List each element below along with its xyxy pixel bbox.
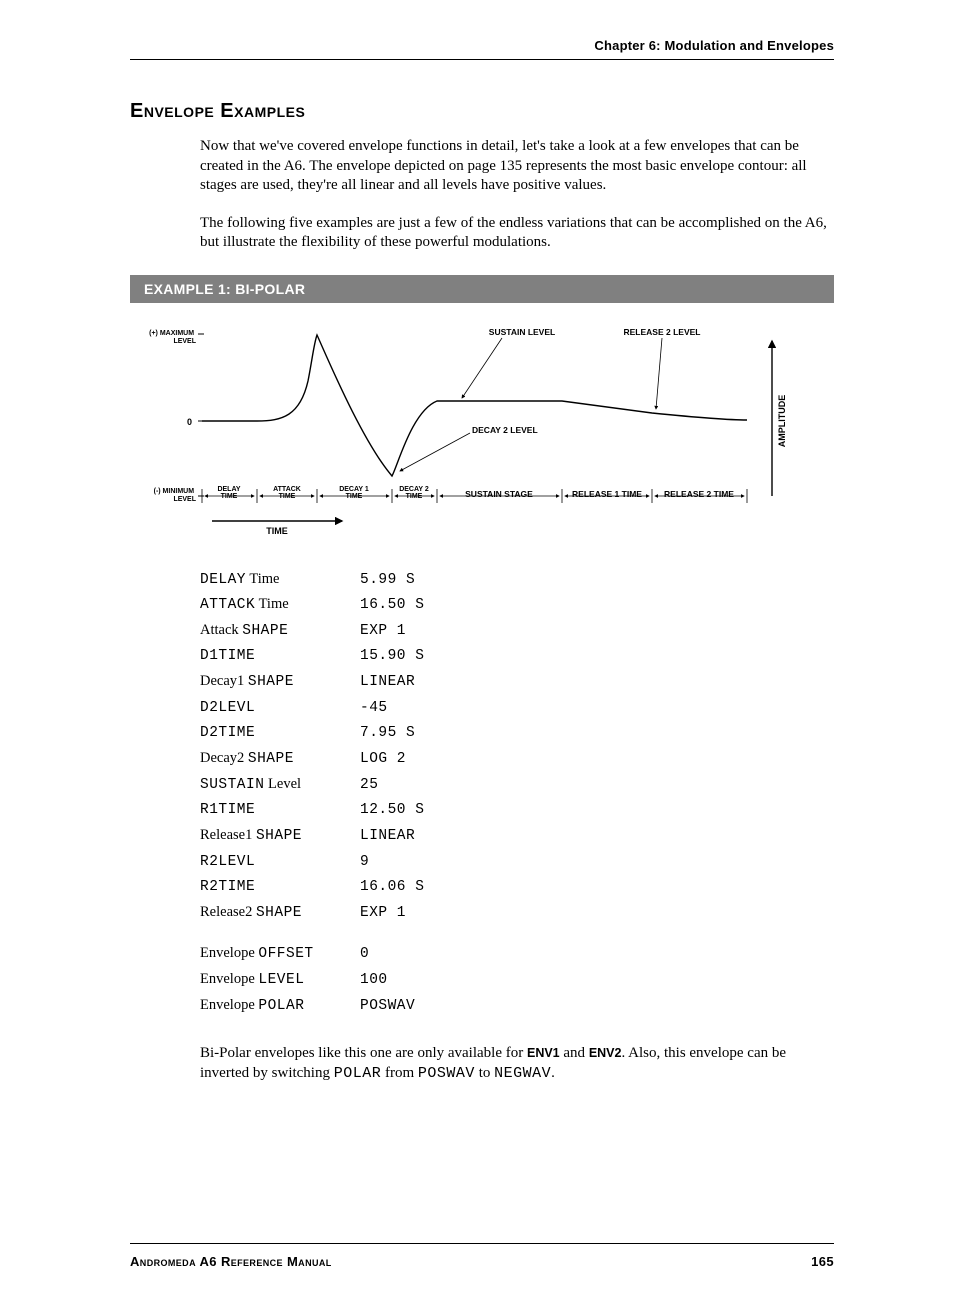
param-value: 100	[360, 967, 424, 993]
param-name: D1TIME	[200, 643, 360, 669]
param-row: SUSTAIN Level25	[200, 772, 424, 798]
footer-title: Andromeda A6 Reference Manual	[130, 1254, 332, 1269]
label-time-axis: TIME	[266, 526, 288, 536]
param-value: 0	[360, 941, 424, 967]
svg-text:RELEASE 2 TIME: RELEASE 2 TIME	[664, 489, 734, 499]
param-row: R2TIME16.06 S	[200, 874, 424, 900]
label-max: (+) MAXIMUM LEVEL	[149, 330, 197, 345]
param-name: R2LEVL	[200, 849, 360, 875]
intro-para-1: Now that we've covered envelope function…	[200, 137, 834, 196]
param-value: 16.50 S	[360, 592, 424, 618]
param-name: D2LEVL	[200, 695, 360, 721]
chapter-header: Chapter 6: Modulation and Envelopes	[130, 38, 834, 60]
example-banner: EXAMPLE 1: BI-POLAR	[130, 275, 834, 303]
param-name: Decay1 SHAPE	[200, 669, 360, 695]
footnote: Bi-Polar envelopes like this one are onl…	[200, 1044, 834, 1083]
label-decay2-level: DECAY 2 LEVEL	[472, 425, 538, 435]
param-row: D2LEVL-45	[200, 695, 424, 721]
param-value: 15.90 S	[360, 643, 424, 669]
page-footer: Andromeda A6 Reference Manual 165	[130, 1243, 834, 1269]
stage-labels: DELAYTIME ATTACKTIME DECAY 1TIME DECAY 2…	[217, 486, 734, 500]
param-row: Decay2 SHAPELOG 2	[200, 746, 424, 772]
param-name: DELAY Time	[200, 567, 360, 593]
param-name: Envelope POLAR	[200, 993, 360, 1019]
param-row: Envelope POLARPOSWAV	[200, 993, 424, 1019]
param-name: Release1 SHAPE	[200, 823, 360, 849]
param-name: Envelope LEVEL	[200, 967, 360, 993]
label-min: (-) MINIMUM LEVEL	[154, 488, 197, 503]
section-title: Envelope Examples	[130, 100, 834, 123]
param-name: Release2 SHAPE	[200, 900, 360, 926]
param-row: Envelope LEVEL100	[200, 967, 424, 993]
intro-para-2: The following five examples are just a f…	[200, 214, 834, 253]
param-row: Decay1 SHAPELINEAR	[200, 669, 424, 695]
param-value: 16.06 S	[360, 874, 424, 900]
param-row: Release1 SHAPELINEAR	[200, 823, 424, 849]
leader-decay2	[400, 433, 470, 471]
label-release2-level: RELEASE 2 LEVEL	[624, 327, 701, 337]
param-name: Attack SHAPE	[200, 618, 360, 644]
label-zero: 0	[187, 417, 192, 427]
svg-text:DECAY 2TIME: DECAY 2TIME	[399, 486, 429, 500]
leader-sustain	[462, 338, 502, 398]
param-name: R2TIME	[200, 874, 360, 900]
envelope-chart: (+) MAXIMUM LEVEL 0 (-) MINIMUM LEVEL	[132, 321, 832, 541]
param-row: ATTACK Time16.50 S	[200, 592, 424, 618]
param-row: R1TIME12.50 S	[200, 797, 424, 823]
param-row: D1TIME15.90 S	[200, 643, 424, 669]
envelope-curve	[202, 335, 747, 476]
param-value: 5.99 S	[360, 567, 424, 593]
svg-text:RELEASE 1 TIME: RELEASE 1 TIME	[572, 489, 642, 499]
parameter-table: DELAY Time5.99 SATTACK Time16.50 SAttack…	[200, 567, 834, 1019]
param-name: D2TIME	[200, 720, 360, 746]
param-value: 12.50 S	[360, 797, 424, 823]
param-row: Release2 SHAPEEXP 1	[200, 900, 424, 926]
svg-text:ATTACKTIME: ATTACKTIME	[273, 486, 301, 500]
param-row: R2LEVL9	[200, 849, 424, 875]
param-row: Attack SHAPEEXP 1	[200, 618, 424, 644]
param-value: 9	[360, 849, 424, 875]
param-value: LOG 2	[360, 746, 424, 772]
leader-release2	[656, 338, 662, 409]
param-value: EXP 1	[360, 618, 424, 644]
param-name: ATTACK Time	[200, 592, 360, 618]
param-value: POSWAV	[360, 993, 424, 1019]
param-name: Envelope OFFSET	[200, 941, 360, 967]
param-value: 25	[360, 772, 424, 798]
param-name: SUSTAIN Level	[200, 772, 360, 798]
param-name: R1TIME	[200, 797, 360, 823]
param-value: LINEAR	[360, 669, 424, 695]
param-value: 7.95 S	[360, 720, 424, 746]
param-name: Decay2 SHAPE	[200, 746, 360, 772]
param-value: LINEAR	[360, 823, 424, 849]
param-row: DELAY Time5.99 S	[200, 567, 424, 593]
param-row: Envelope OFFSET0	[200, 941, 424, 967]
param-row: D2TIME7.95 S	[200, 720, 424, 746]
svg-text:DECAY 1TIME: DECAY 1TIME	[339, 486, 369, 500]
param-row	[200, 925, 424, 941]
intro-text: Now that we've covered envelope function…	[200, 137, 834, 253]
label-amplitude-axis: AMPLITUDE	[777, 394, 787, 447]
footer-page-number: 165	[811, 1254, 834, 1269]
param-value: -45	[360, 695, 424, 721]
param-value: EXP 1	[360, 900, 424, 926]
label-sustain-level: SUSTAIN LEVEL	[489, 327, 555, 337]
svg-text:SUSTAIN STAGE: SUSTAIN STAGE	[465, 489, 533, 499]
svg-text:DELAYTIME: DELAYTIME	[217, 486, 240, 500]
envelope-svg: (+) MAXIMUM LEVEL 0 (-) MINIMUM LEVEL	[132, 321, 832, 541]
